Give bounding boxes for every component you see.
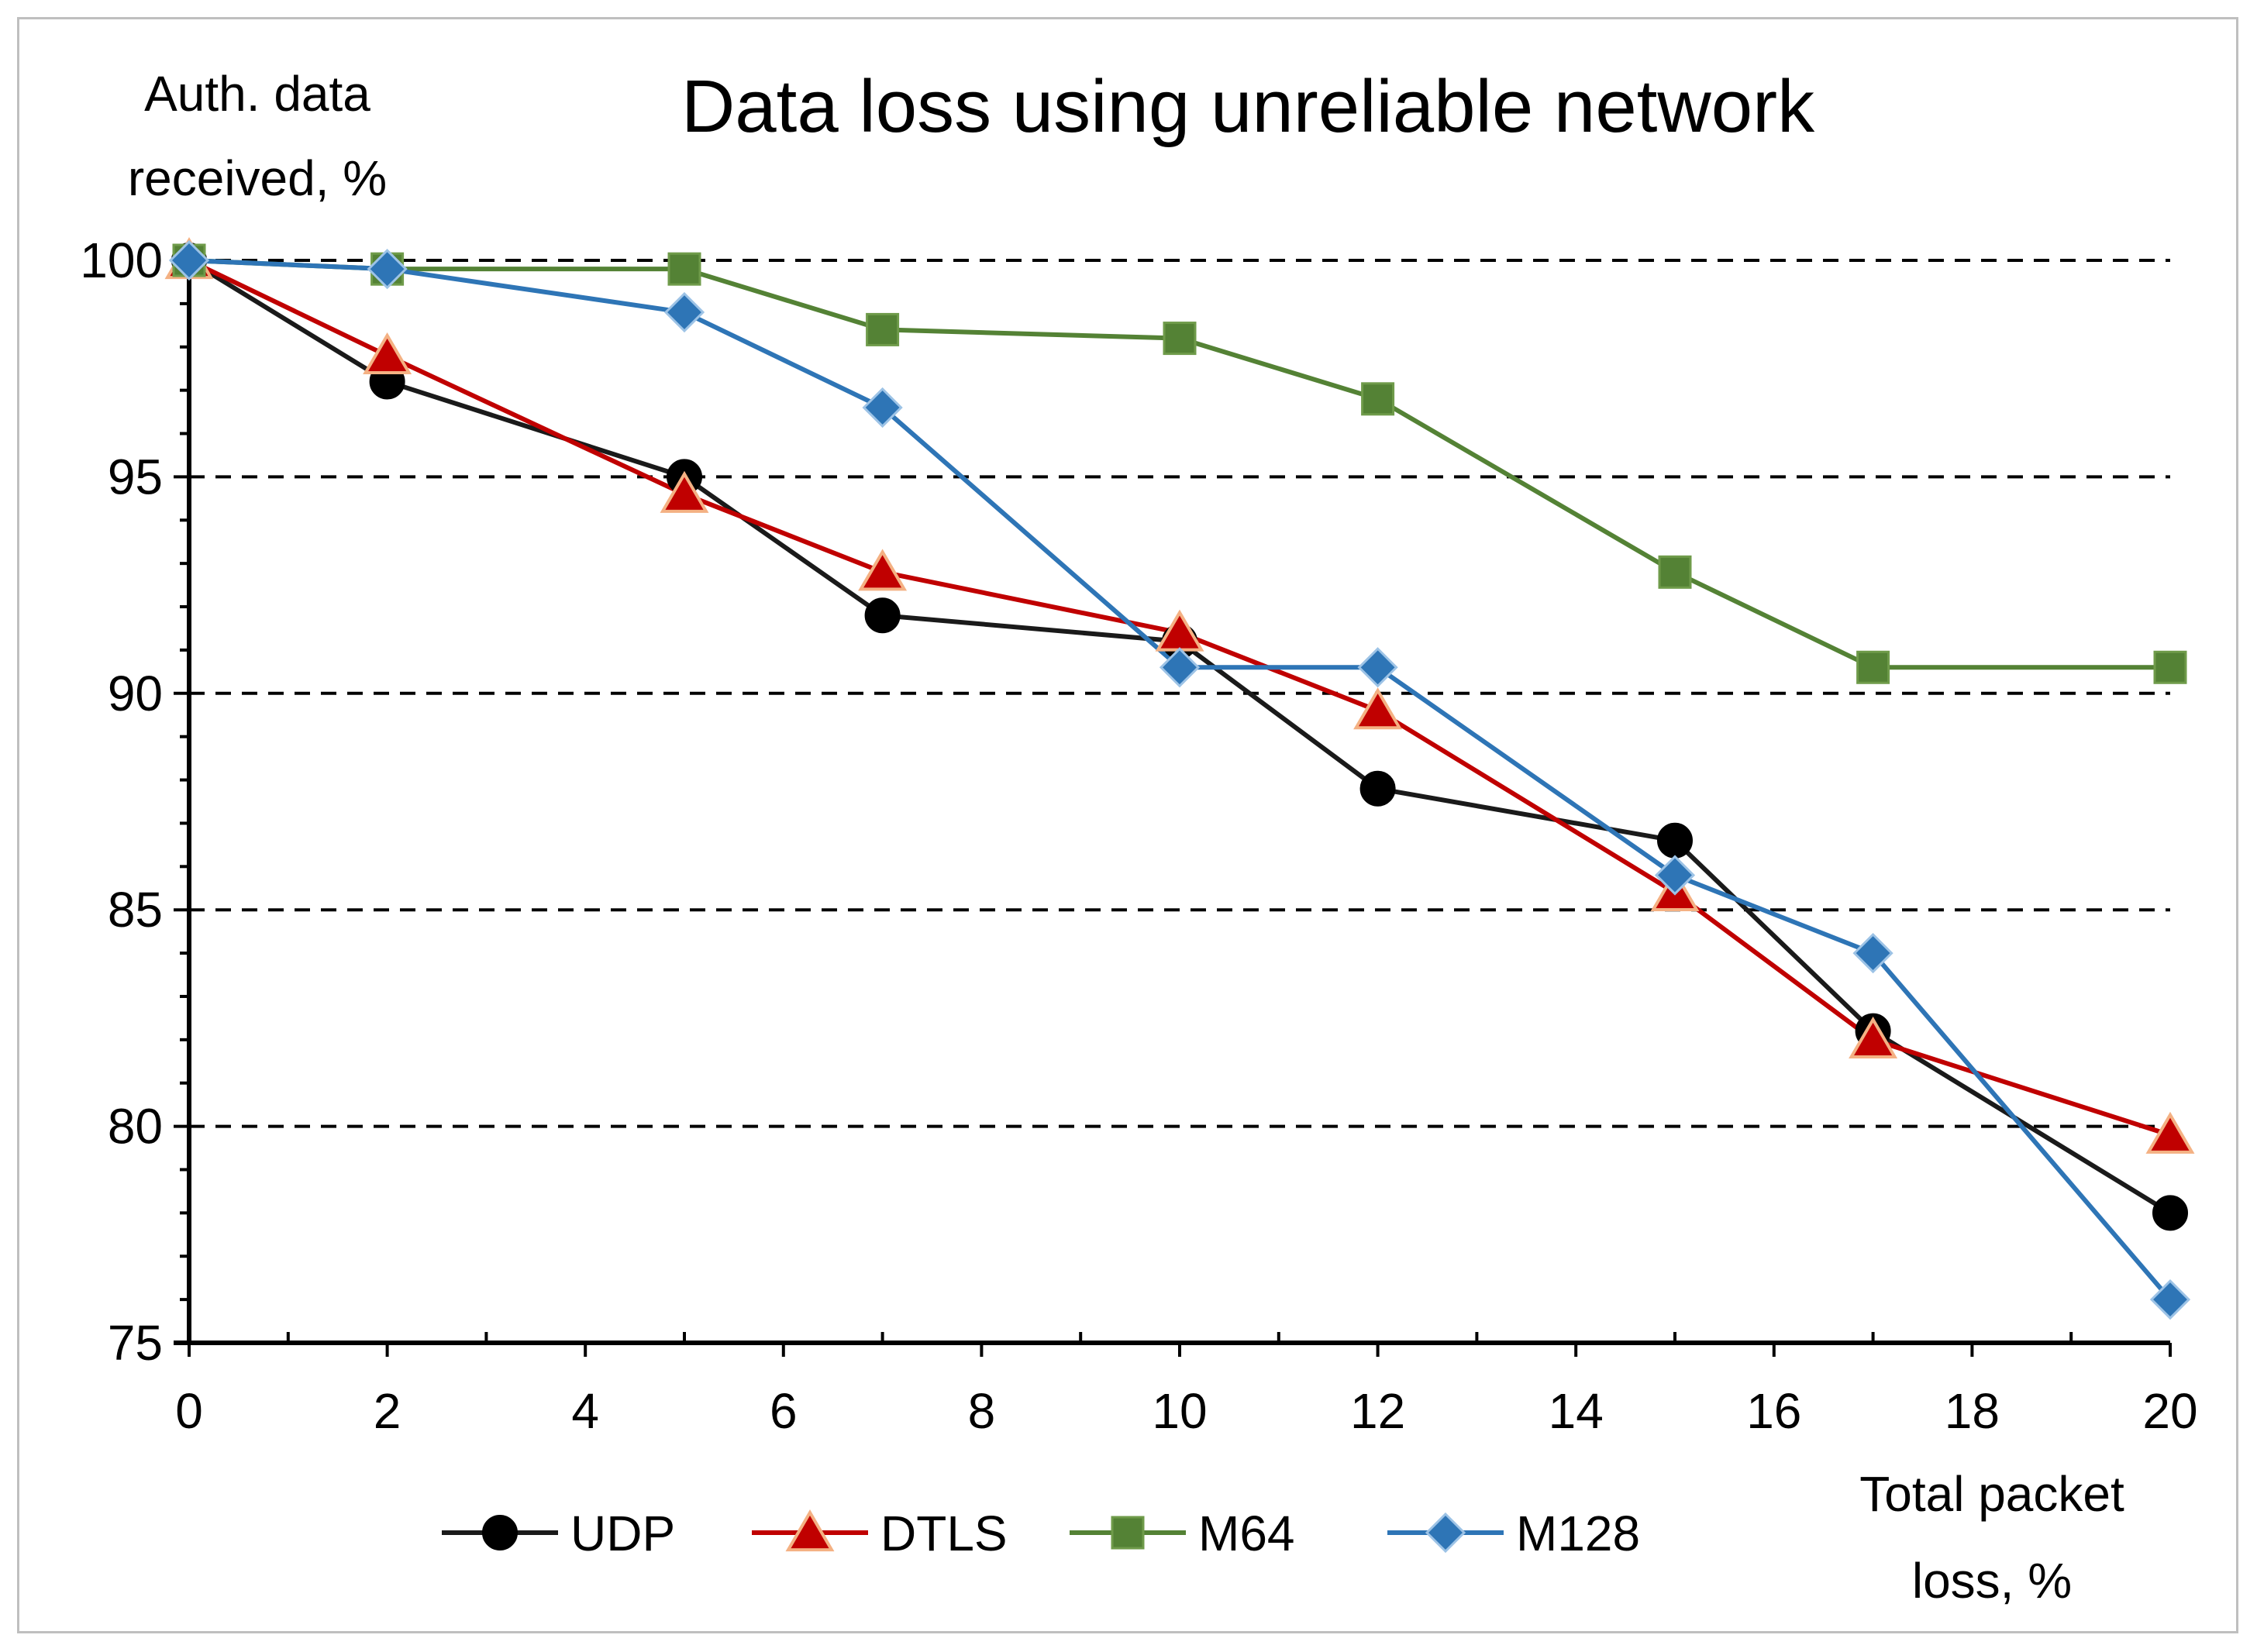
x-tick-label: 12: [1350, 1383, 1405, 1439]
data-point-dtls: [1353, 687, 1403, 730]
y-tick-label: 75: [108, 1315, 163, 1371]
x-tick-label: 14: [1549, 1383, 1604, 1439]
chart-title: Data loss using unreliable network: [681, 65, 1815, 148]
x-tick-label: 20: [2142, 1383, 2197, 1439]
series-line-dtls: [188, 258, 2171, 1137]
x-axis-label-line-1: Total packet: [1859, 1466, 2124, 1522]
data-point-m128: [1159, 647, 1201, 688]
legend-marker-m64: [1111, 1516, 1145, 1550]
legend-marker-dtls: [785, 1509, 835, 1552]
data-point-m64: [1658, 555, 1692, 589]
y-axis-label-line-2: received, %: [128, 150, 387, 206]
x-tick-label: 0: [175, 1383, 203, 1439]
y-tick-label: 90: [108, 666, 163, 721]
data-point-m64: [1856, 650, 1890, 684]
data-point-m64: [2153, 650, 2187, 684]
x-tick-label: 6: [770, 1383, 798, 1439]
x-tick-label: 2: [374, 1383, 401, 1439]
legend-marker-m128: [1425, 1512, 1466, 1554]
data-point-m64: [1361, 382, 1395, 416]
data-point-m128: [1357, 647, 1398, 688]
legend-label-m64: M64: [1198, 1506, 1295, 1561]
x-axis-label-line-2: loss, %: [1912, 1553, 2072, 1609]
data-point-udp: [864, 597, 901, 634]
y-tick-label: 85: [108, 882, 163, 938]
data-point-dtls: [858, 549, 908, 591]
x-tick-label: 4: [571, 1383, 599, 1439]
series-line-m128: [188, 258, 2173, 1302]
legend-label-m128: M128: [1516, 1506, 1640, 1561]
data-point-m128: [663, 291, 705, 333]
data-point-m64: [1163, 322, 1197, 356]
y-tick-label: 100: [80, 232, 163, 288]
y-axis-label-line-1: Auth. data: [144, 66, 370, 122]
y-tick-label: 95: [108, 449, 163, 504]
x-tick-label: 10: [1152, 1383, 1207, 1439]
data-point-m128: [367, 249, 408, 290]
data-point-m64: [866, 312, 900, 346]
data-point-udp: [1359, 770, 1396, 807]
data-point-m64: [667, 252, 701, 286]
data-point-m128: [862, 387, 903, 428]
legend-label-dtls: DTLS: [880, 1506, 1008, 1561]
data-point-dtls: [2145, 1111, 2195, 1154]
data-point-dtls: [660, 470, 709, 513]
data-point-udp: [2152, 1195, 2188, 1231]
data-point-m128: [168, 239, 210, 281]
x-tick-label: 8: [968, 1383, 996, 1439]
data-point-udp: [1657, 822, 1693, 859]
data-point-m128: [1654, 855, 1696, 896]
data-point-m128: [1852, 932, 1893, 974]
data-point-dtls: [1849, 1016, 1898, 1058]
legend-label-udp: UDP: [570, 1506, 675, 1561]
data-point-dtls: [363, 332, 412, 375]
data-point-m128: [2149, 1279, 2191, 1320]
x-tick-label: 16: [1746, 1383, 1801, 1439]
legend-marker-udp: [482, 1515, 518, 1550]
x-tick-label: 18: [1945, 1383, 2000, 1439]
series-line-m64: [188, 258, 2170, 670]
y-tick-label: 80: [108, 1099, 163, 1155]
